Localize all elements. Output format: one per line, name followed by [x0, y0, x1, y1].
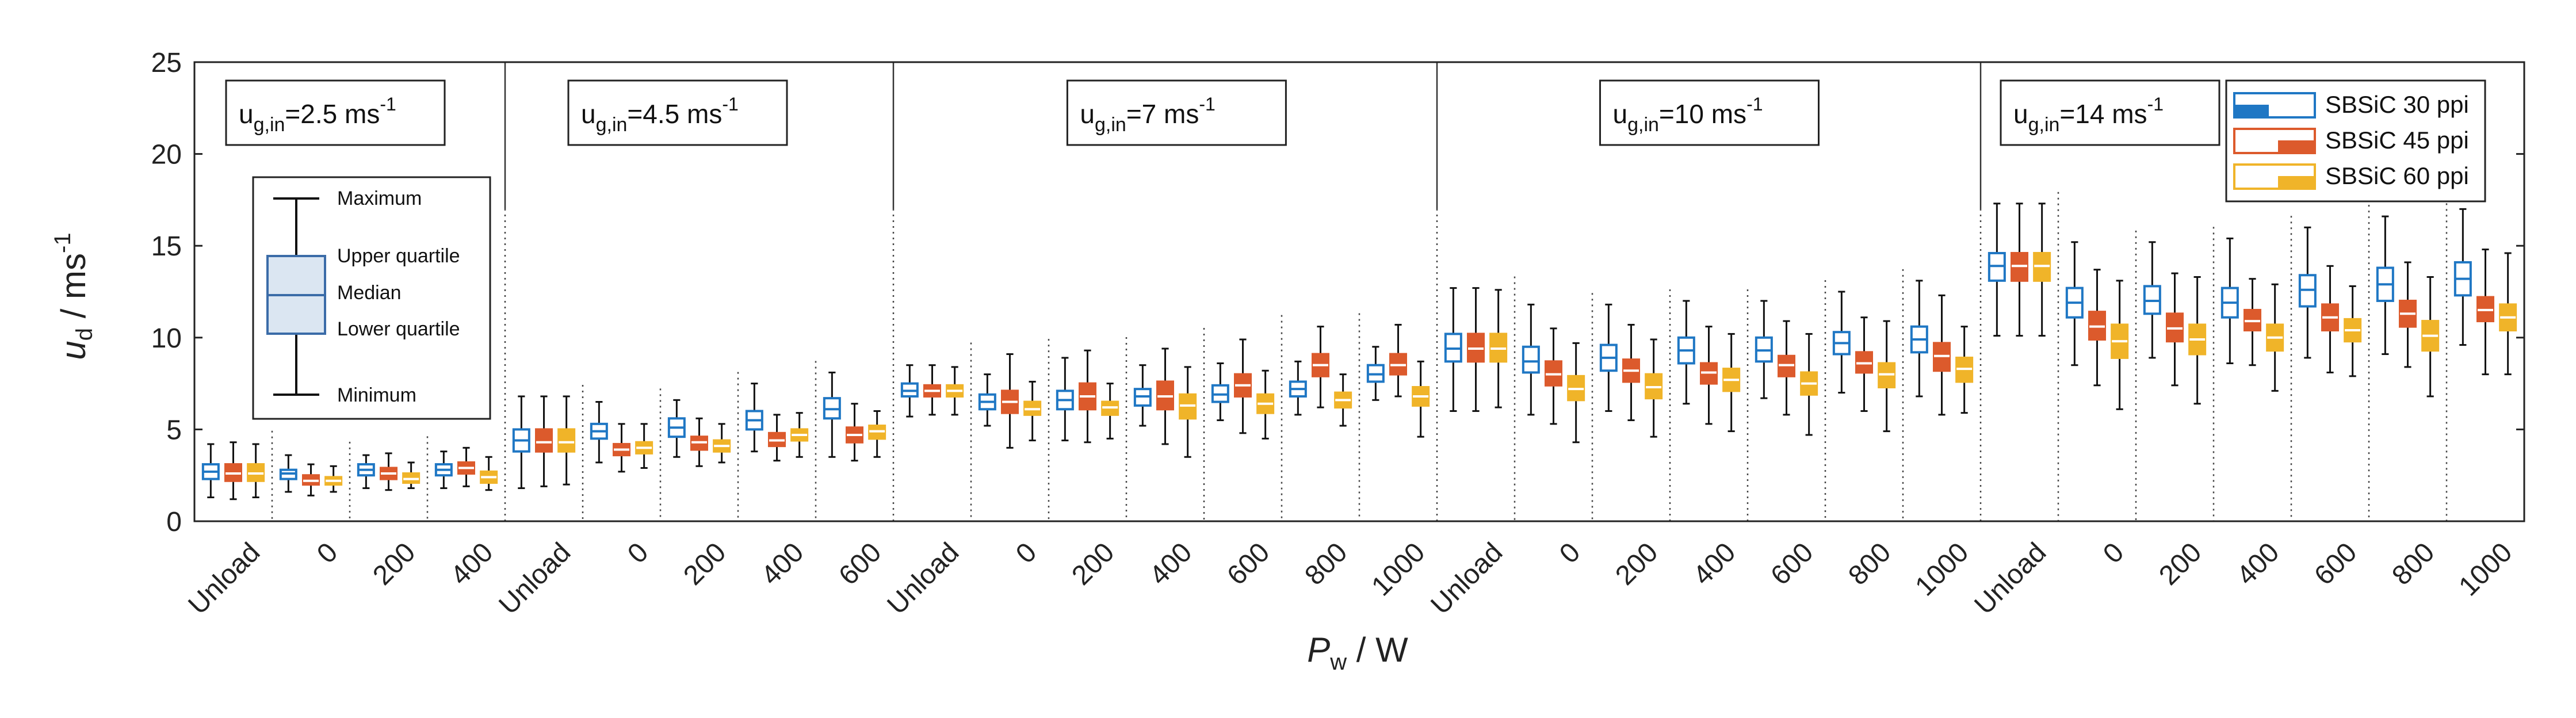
group-label: ug,in=14 ms-1 — [2013, 94, 2164, 136]
x-tick-label: 400 — [755, 537, 809, 591]
legend-swatch-fill — [2278, 140, 2315, 153]
x-tick-label: 600 — [1221, 537, 1275, 591]
key-label-upper_quartile: Upper quartile — [337, 245, 460, 267]
group-label-main: u — [1080, 99, 1095, 129]
group-labels: ug,in=2.5 ms-1 ug,in=4.5 ms-1 ug,in=7 ms-1… — [225, 79, 2220, 146]
x-tick-label: 1000 — [1909, 537, 1974, 602]
group-label-sub: g,in — [1627, 114, 1659, 136]
group-label-rest: =7 ms — [1126, 99, 1199, 129]
group-label-exp: -1 — [380, 94, 396, 114]
group-label-main: u — [1613, 99, 1628, 129]
x-tick-label: 200 — [2153, 537, 2207, 591]
box-60ppi-iqr — [557, 428, 576, 453]
x-tick-label: 0 — [1554, 537, 1586, 569]
group-label-sub: g,in — [596, 114, 628, 136]
box-45ppi-iqr — [535, 428, 553, 453]
y-tick-label: 25 — [151, 48, 182, 78]
x-axis-label-sub: w — [1329, 650, 1347, 675]
key-label-lower_quartile: Lower quartile — [337, 318, 460, 340]
group-label-rest: =4.5 ms — [627, 99, 722, 129]
legend-label: SBSiC 30 ppi — [2325, 91, 2469, 118]
x-tick-label: 200 — [367, 537, 421, 591]
group-label-box — [567, 79, 788, 146]
y-axis-label-exp: -1 — [50, 232, 75, 253]
y-axis-label-sub: d — [72, 328, 97, 341]
group-label-box — [1599, 79, 1820, 146]
x-tick-label: 600 — [833, 537, 887, 591]
x-tick-label: 600 — [2309, 537, 2363, 591]
y-tick-label: 5 — [166, 415, 182, 445]
x-axis-label: Pw / W — [1307, 631, 1408, 675]
group-label: ug,in=2.5 ms-1 — [239, 94, 396, 136]
x-tick-label: 200 — [1610, 537, 1664, 591]
x-tick-label: 800 — [2386, 537, 2440, 591]
y-axis-label: ud / ms-1 — [50, 232, 97, 360]
group-label-rest: =2.5 ms — [285, 99, 380, 129]
x-tick-label: Unload — [881, 537, 965, 620]
y-axis-ticks: 0 5 10 15 20 25 — [151, 48, 2524, 537]
group-label-rest: =10 ms — [1659, 99, 1746, 129]
x-tick-label: 0 — [311, 537, 343, 569]
x-tick-label: 200 — [1066, 537, 1120, 591]
group-label-main: u — [2013, 99, 2028, 129]
x-tick-label: Unload — [1969, 537, 2052, 620]
x-tick-label: 400 — [1687, 537, 1741, 591]
group-label: ug,in=7 ms-1 — [1080, 94, 1215, 136]
plot-frame — [193, 61, 2525, 522]
group-label-main: u — [581, 99, 596, 129]
group-label-rest: =14 ms — [2059, 99, 2147, 129]
x-tick-label: 600 — [1765, 537, 1819, 591]
x-axis-label-unit: / W — [1347, 631, 1408, 669]
x-tick-label: 800 — [1843, 537, 1897, 591]
group-label: ug,in=10 ms-1 — [1613, 94, 1763, 136]
axes — [193, 61, 2525, 522]
x-axis-label-main: P — [1307, 631, 1330, 669]
group-label-box — [225, 79, 446, 146]
x-tick-label: Unload — [1425, 537, 1508, 620]
group-label-exp: -1 — [722, 94, 738, 114]
y-tick-label: 20 — [151, 140, 182, 170]
legend-swatch-fill — [2278, 176, 2315, 189]
y-axis-label-main: u — [54, 341, 93, 360]
dividers — [271, 62, 2448, 521]
x-tick-label: 200 — [678, 537, 732, 591]
x-tick-label: 1000 — [1366, 537, 1431, 602]
group-label-sub: g,in — [254, 114, 285, 136]
group-label-main: u — [239, 99, 254, 129]
key-label-maximum: Maximum — [337, 188, 422, 209]
x-tick-label: 400 — [1144, 537, 1198, 591]
group-label: ug,in=4.5 ms-1 — [581, 94, 739, 136]
x-tick-label: 800 — [1299, 537, 1353, 591]
x-tick-label: Unload — [182, 537, 266, 620]
x-tick-label: 0 — [2097, 537, 2130, 569]
group-label-sub: g,in — [2028, 114, 2060, 136]
x-tick-label: 0 — [1010, 537, 1042, 569]
y-axis-label-unit: / ms — [54, 253, 93, 328]
y-tick-label: 0 — [166, 507, 182, 537]
box-key: Maximum Upper quartile Median Lower quartil… — [252, 176, 491, 420]
legend-label: SBSiC 45 ppi — [2325, 127, 2469, 154]
group-label-box — [2000, 79, 2220, 146]
legend-swatch-fill — [2234, 105, 2269, 117]
box-30ppi-iqr — [1522, 345, 1540, 374]
y-tick-label: 10 — [151, 323, 182, 354]
legend: SBSiC 30 ppi SBSiC 45 ppi SBSiC 60 ppi — [2225, 79, 2486, 203]
key-label-minimum: Minimum — [337, 384, 416, 406]
group-label-exp: -1 — [2147, 94, 2164, 114]
legend-label: SBSiC 60 ppi — [2325, 162, 2469, 189]
key-label-median: Median — [337, 282, 402, 304]
y-tick-label: 15 — [151, 231, 182, 262]
group-label-box — [1066, 79, 1287, 146]
group-label-exp: -1 — [1746, 94, 1763, 114]
x-tick-label: Unload — [493, 537, 576, 620]
x-tick-label: 400 — [445, 537, 499, 591]
group-label-exp: -1 — [1199, 94, 1215, 114]
x-tick-label: 1000 — [2453, 537, 2518, 602]
x-tick-label: 400 — [2231, 537, 2285, 591]
x-tick-label: 0 — [622, 537, 654, 569]
group-label-sub: g,in — [1095, 114, 1126, 136]
box-series — [201, 203, 2517, 501]
